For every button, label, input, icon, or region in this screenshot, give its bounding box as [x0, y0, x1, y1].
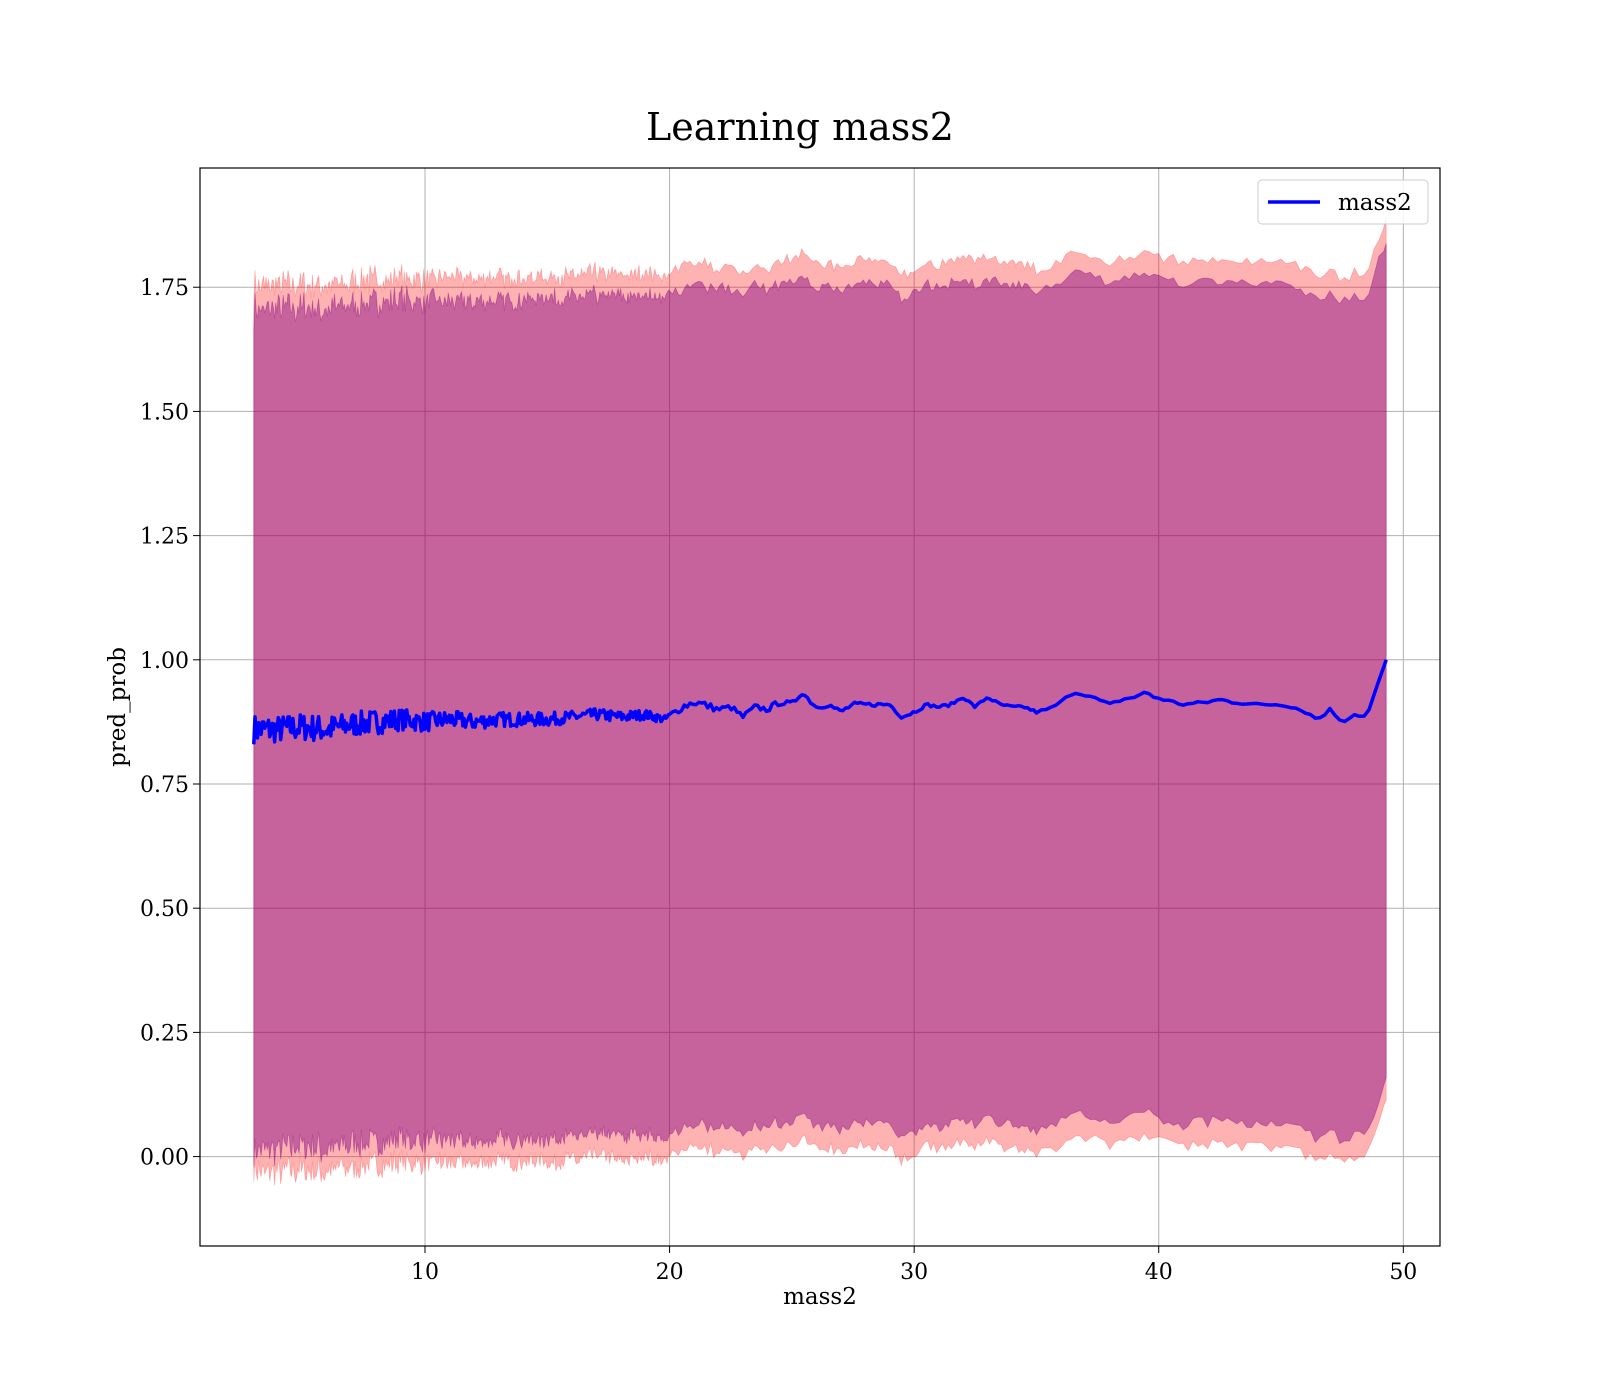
series-lines	[252, 659, 1388, 745]
series-line-mass2	[252, 659, 1388, 745]
band-inner	[253, 243, 1387, 1167]
band-outer	[253, 215, 1387, 1186]
y-tick-label: 0.25	[140, 1021, 189, 1046]
y-tick-label: 1.00	[140, 649, 189, 674]
x-axis-ticks: 10 20 30 40 50	[411, 1246, 1417, 1285]
y-tick-label: 0.75	[140, 773, 189, 798]
y-axis-ticks: 0.00 0.25 0.50 0.75 1.00 1.25 1.50 1.75	[140, 276, 200, 1171]
x-axis-label: mass2	[783, 1284, 857, 1310]
x-tick-label: 30	[900, 1260, 928, 1285]
y-tick-label: 0.00	[140, 1146, 189, 1171]
y-axis-label: pred_prob	[105, 647, 131, 767]
y-tick-label: 1.25	[140, 525, 189, 550]
y-tick-label: 0.50	[140, 897, 189, 922]
x-tick-label: 10	[411, 1260, 439, 1285]
legend-label-mass2: mass2	[1338, 190, 1412, 216]
legend-box	[1257, 179, 1429, 225]
x-tick-label: 20	[656, 1260, 684, 1285]
grid-lines	[200, 168, 1440, 1246]
y-tick-label: 1.75	[140, 276, 189, 301]
legend: mass2	[1257, 179, 1429, 225]
y-tick-label: 1.50	[140, 400, 189, 425]
chart-title: Learning mass2	[646, 105, 954, 149]
confidence-bands	[253, 215, 1387, 1186]
plot-area: 10 20 30 40 50 0.00 0.25 0.50 0.75 1.00 1.25 1.50 1…	[140, 167, 1441, 1285]
x-tick-label: 50	[1389, 1260, 1417, 1285]
x-tick-label: 40	[1145, 1260, 1173, 1285]
plot-frame	[199, 167, 1441, 1247]
